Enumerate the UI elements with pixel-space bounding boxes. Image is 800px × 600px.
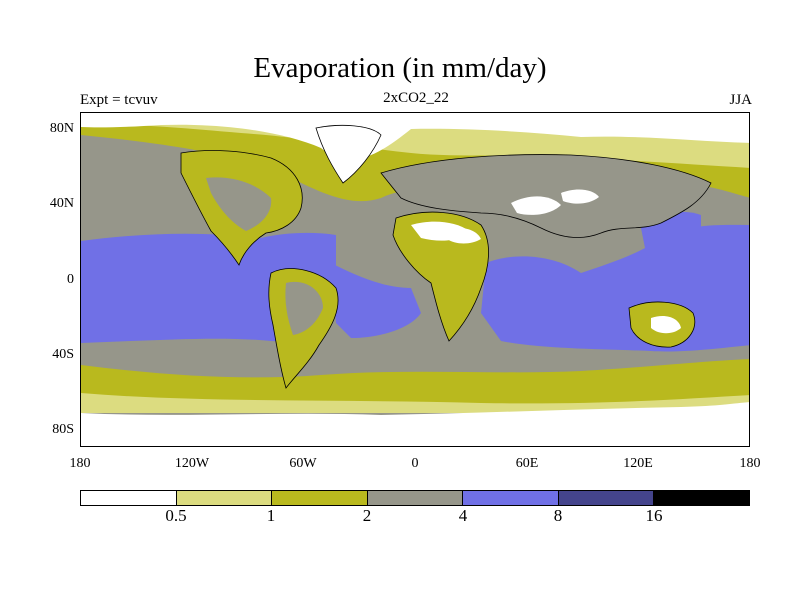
lat-tick-80n: 80N bbox=[49, 121, 74, 136]
eurasia-land bbox=[380, 154, 712, 238]
asia-desert-white bbox=[511, 196, 561, 215]
atlantic-band bbox=[331, 263, 421, 338]
tibet-white bbox=[561, 189, 599, 204]
colorbar-swatch bbox=[367, 491, 464, 505]
colorbar-label: 8 bbox=[553, 506, 563, 525]
colorbar-label: 4 bbox=[458, 506, 468, 525]
australia-interior-white bbox=[651, 316, 681, 334]
colorbar-swatch bbox=[463, 491, 559, 505]
lat-tick-40s: 40S bbox=[52, 347, 74, 362]
colorbar-swatch bbox=[558, 491, 655, 505]
greenland-white bbox=[315, 124, 382, 184]
colorbar-label: 0.5 bbox=[165, 506, 187, 525]
lon-tick-60w: 60W bbox=[289, 456, 317, 471]
map-title: Evaporation (in mm/day) bbox=[253, 52, 547, 84]
lat-tick-80s: 80S bbox=[52, 422, 74, 437]
lon-tick-180e: 180 bbox=[739, 456, 761, 471]
lat-tick-40n: 40N bbox=[49, 196, 74, 211]
north-america-interior bbox=[206, 177, 272, 231]
colorbar bbox=[80, 490, 750, 506]
western-pacific-band bbox=[641, 211, 701, 265]
arctic-white bbox=[81, 113, 749, 160]
lon-tick-0: 0 bbox=[411, 456, 419, 471]
season-label: JJA bbox=[729, 92, 752, 108]
evaporation-field bbox=[81, 113, 749, 446]
colorbar-label: 2 bbox=[362, 506, 372, 525]
southern-yellow-belt bbox=[81, 359, 749, 413]
africa-land bbox=[392, 211, 489, 342]
antarctica-white bbox=[81, 402, 749, 446]
colorbar-label: 16 bbox=[645, 506, 663, 525]
south-america-interior bbox=[285, 281, 323, 335]
lon-tick-60e: 60E bbox=[515, 456, 539, 471]
scenario-label: 2xCO2_22 bbox=[383, 90, 449, 106]
colorbar-swatch bbox=[176, 491, 273, 505]
experiment-label: Expt = tcvuv bbox=[80, 92, 158, 108]
lat-tick-0: 0 bbox=[67, 272, 74, 287]
colorbar-swatch bbox=[654, 491, 750, 505]
arabia-white bbox=[446, 228, 481, 244]
colorbar-swatch bbox=[272, 491, 368, 505]
southern-light-belt bbox=[81, 393, 749, 413]
lon-tick-120e: 120E bbox=[623, 456, 653, 471]
colorbar-label: 1 bbox=[266, 506, 276, 525]
lon-tick-180w: 180 bbox=[69, 456, 91, 471]
lon-tick-120w: 120W bbox=[174, 456, 210, 471]
map-plot-area bbox=[80, 112, 750, 447]
colorbar-swatch bbox=[81, 491, 177, 505]
